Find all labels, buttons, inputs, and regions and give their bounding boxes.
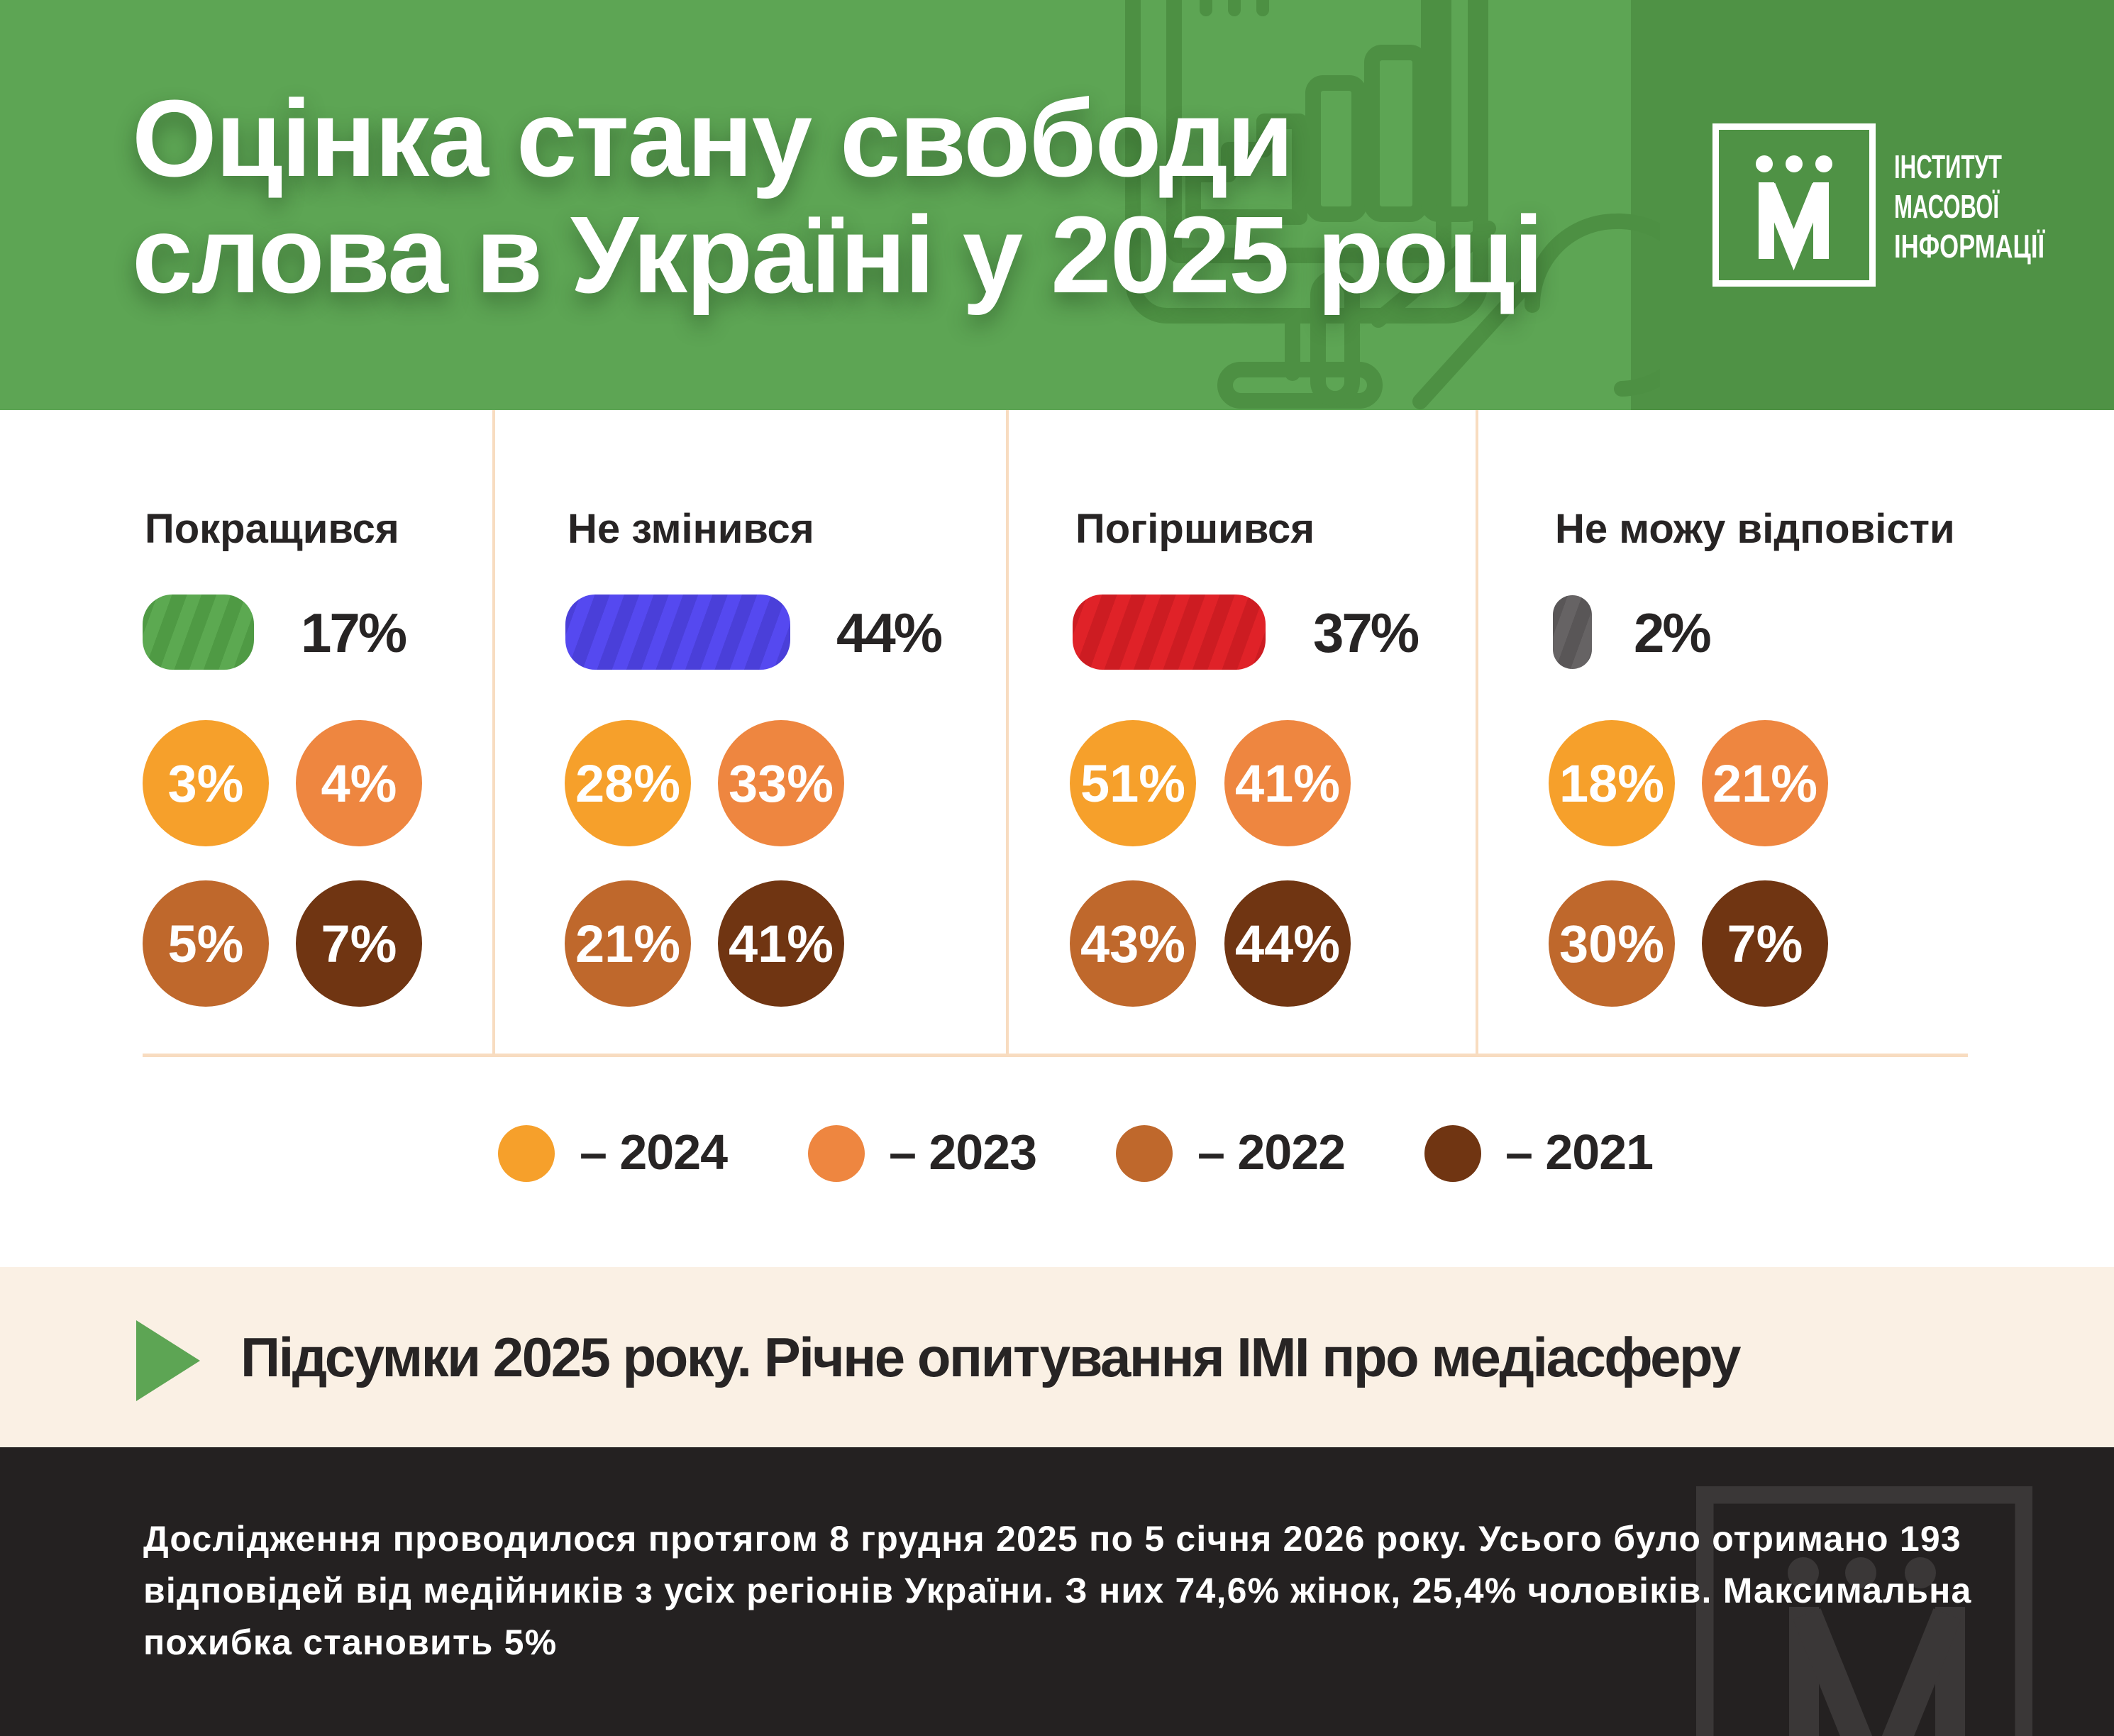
svg-text:ІНСТИТУТ: ІНСТИТУТ — [1894, 148, 2002, 185]
svg-text:ІНФОРМАЦІЇ: ІНФОРМАЦІЇ — [1894, 228, 2045, 265]
svg-text:МАСОВОЇ: МАСОВОЇ — [1894, 188, 2000, 225]
